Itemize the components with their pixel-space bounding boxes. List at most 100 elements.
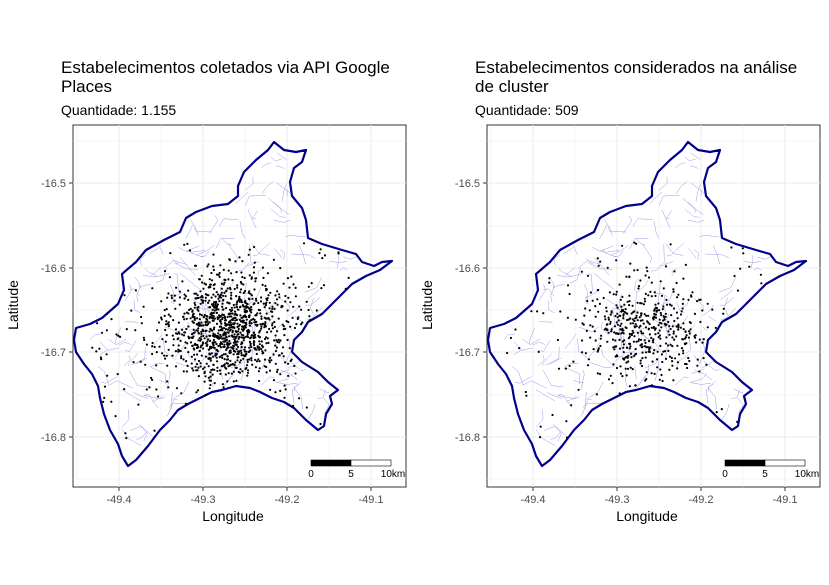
establishment-point — [91, 346, 94, 349]
establishment-point — [736, 289, 740, 292]
establishment-point — [675, 325, 678, 328]
establishment-point — [668, 325, 671, 328]
establishment-point — [279, 373, 282, 376]
establishment-point — [581, 339, 584, 342]
establishment-point — [236, 340, 239, 343]
establishment-point — [212, 363, 215, 366]
establishment-point — [659, 337, 662, 340]
establishment-point — [254, 280, 257, 283]
establishment-point — [157, 395, 160, 398]
establishment-point — [168, 276, 171, 279]
establishment-point — [204, 342, 207, 345]
establishment-point — [247, 307, 251, 310]
establishment-point — [217, 297, 220, 300]
establishment-point — [221, 342, 224, 345]
establishment-point — [189, 317, 192, 320]
establishment-point — [656, 366, 659, 369]
establishment-point — [221, 302, 224, 305]
establishment-point — [235, 379, 238, 382]
establishment-point — [643, 313, 646, 316]
establishment-point — [215, 306, 218, 309]
establishment-point — [249, 292, 252, 295]
establishment-point — [291, 316, 294, 319]
establishment-point — [628, 335, 631, 338]
establishment-point — [654, 328, 657, 331]
establishment-point — [230, 272, 233, 275]
establishment-point — [283, 334, 286, 337]
establishment-point — [702, 338, 705, 341]
establishment-point — [213, 287, 216, 290]
establishment-point — [681, 302, 684, 305]
establishment-point — [651, 360, 654, 363]
establishment-point — [290, 275, 293, 278]
establishment-point — [221, 313, 224, 316]
establishment-point — [206, 320, 209, 323]
establishment-point — [192, 335, 195, 338]
establishment-point — [278, 293, 281, 296]
establishment-point — [246, 374, 249, 377]
establishment-point — [250, 294, 253, 297]
y-tick-label: -16.7 — [455, 347, 480, 359]
establishment-point — [240, 316, 243, 319]
establishment-point — [219, 320, 222, 323]
map-panel-left: Estabelecimentos coletados via API Googl… — [0, 0, 414, 585]
establishment-point — [212, 338, 215, 342]
establishment-point — [663, 316, 666, 319]
establishment-point — [651, 384, 654, 387]
establishment-points — [91, 242, 350, 440]
establishment-point — [209, 334, 212, 337]
establishment-point — [223, 322, 227, 325]
establishment-point — [672, 332, 675, 335]
establishment-point — [283, 396, 286, 399]
establishment-point — [276, 330, 279, 333]
establishment-point — [261, 352, 264, 355]
establishment-point — [640, 312, 643, 315]
establishment-point — [652, 326, 655, 330]
establishment-point — [203, 370, 206, 373]
establishment-point — [259, 300, 263, 303]
establishment-point — [235, 366, 238, 369]
establishment-point — [268, 369, 272, 372]
establishment-point — [623, 303, 626, 306]
establishment-point — [322, 284, 326, 287]
establishment-point — [586, 364, 590, 367]
establishment-point — [239, 331, 242, 334]
establishment-point — [214, 341, 217, 344]
establishment-point — [242, 339, 245, 342]
establishment-point — [249, 344, 252, 347]
map-panel-right: Estabelecimentos considerados na análise… — [414, 0, 828, 585]
establishment-point — [161, 352, 164, 355]
establishment-point — [624, 308, 627, 311]
establishment-point — [675, 335, 678, 338]
establishment-point — [681, 338, 684, 341]
establishment-point — [594, 305, 597, 308]
establishment-point — [556, 338, 559, 342]
establishment-point — [208, 330, 211, 333]
establishment-point — [215, 291, 218, 294]
establishment-point — [248, 346, 251, 349]
establishment-point — [274, 391, 277, 394]
establishment-point — [125, 437, 128, 440]
establishment-point — [284, 300, 287, 303]
establishment-point — [277, 338, 280, 341]
establishment-point — [140, 315, 143, 319]
establishment-point — [209, 316, 213, 319]
establishment-point — [629, 352, 633, 355]
grid — [73, 125, 406, 487]
establishment-point — [218, 300, 221, 303]
establishment-point — [191, 309, 194, 312]
establishment-point — [566, 436, 569, 439]
establishment-point — [542, 312, 545, 315]
establishment-point — [167, 313, 170, 316]
establishment-point — [615, 332, 618, 335]
establishment-point — [106, 374, 109, 377]
establishment-point — [207, 365, 210, 368]
establishment-point — [103, 385, 107, 388]
establishment-point — [596, 372, 599, 375]
establishment-point — [155, 351, 158, 354]
establishment-point — [600, 334, 603, 337]
y-tick-label: -16.5 — [41, 178, 66, 190]
establishment-point — [241, 370, 244, 373]
establishment-point — [598, 302, 601, 305]
establishment-point — [234, 319, 237, 322]
